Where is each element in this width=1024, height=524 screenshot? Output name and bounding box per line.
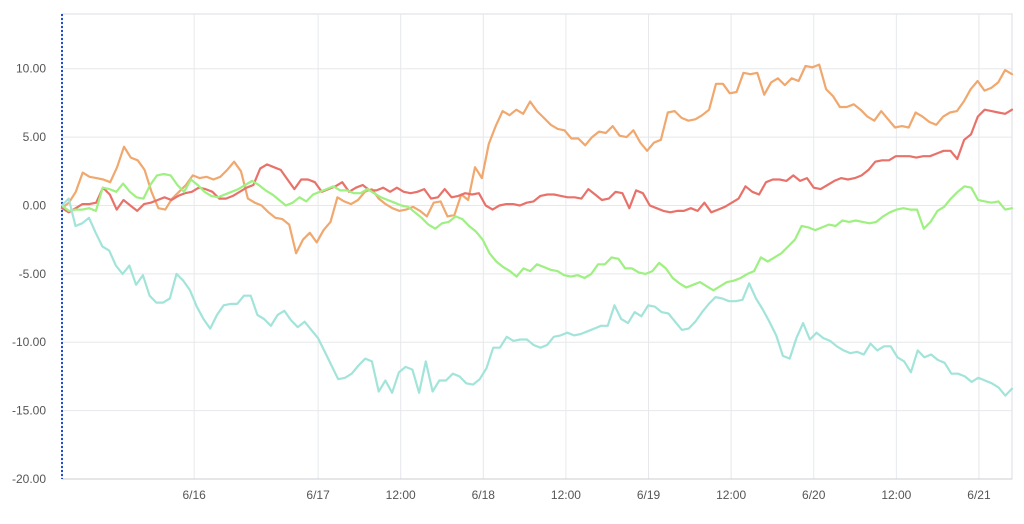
- y-tick-label: -20.00: [12, 472, 46, 486]
- grid: [61, 13, 1013, 480]
- series-line-2: [60, 108, 1014, 214]
- x-tick-label: 6/16: [182, 488, 206, 502]
- x-tick-label: 12:00: [716, 488, 746, 502]
- tick-labels: -20.00 -15.00 -10.00 -5.00 0.00 5.00 10.00 6/16…: [12, 62, 991, 502]
- series-line-3: [60, 172, 1014, 292]
- y-tick-label: -5.00: [19, 267, 47, 281]
- series-line-4: [60, 197, 1014, 397]
- series-lines: [60, 63, 1014, 397]
- series-line-1: [60, 63, 1014, 255]
- plot-frame: [61, 13, 1013, 480]
- y-tick-label: 5.00: [23, 130, 47, 144]
- x-tick-label: 6/18: [472, 488, 496, 502]
- y-tick-label: 0.00: [23, 198, 47, 212]
- x-tick-label: 6/17: [306, 488, 330, 502]
- x-tick-label: 6/19: [637, 488, 661, 502]
- x-tick-label: 6/20: [802, 488, 826, 502]
- x-tick-label: 6/21: [967, 488, 991, 502]
- x-tick-label: 12:00: [881, 488, 911, 502]
- y-tick-label: -10.00: [12, 335, 46, 349]
- axes: [61, 14, 1012, 480]
- x-tick-label: 12:00: [386, 488, 416, 502]
- y-tick-label: 10.00: [16, 62, 46, 76]
- x-tick-label: 12:00: [551, 488, 581, 502]
- y-tick-label: -15.00: [12, 404, 46, 418]
